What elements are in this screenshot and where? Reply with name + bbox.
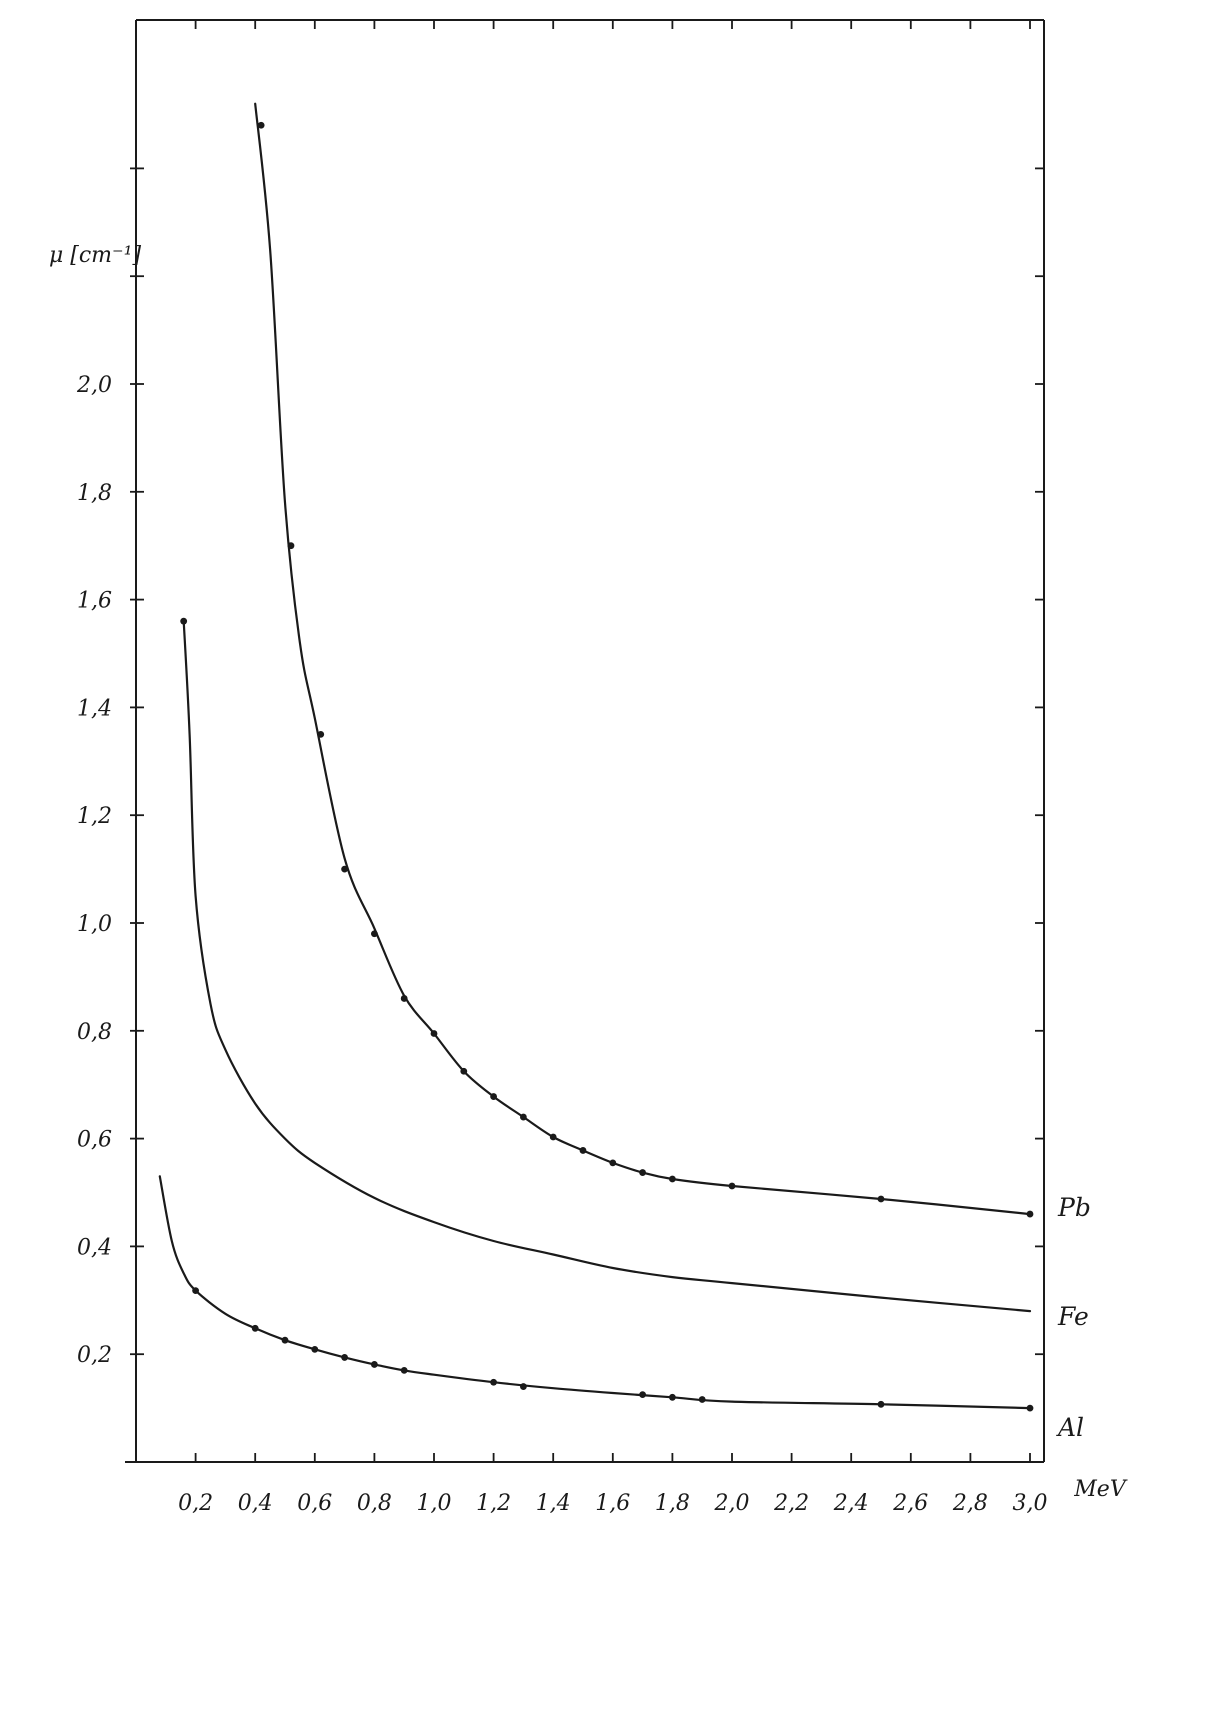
x-tick-label: 3,0 [1013,1491,1048,1516]
x-tick-label: 1,8 [655,1491,690,1516]
y-tick-label: 1,8 [77,481,112,506]
x-tick-label: 0,6 [297,1491,332,1516]
series-line-al [158,1175,1032,1410]
x-tick-label: 1,2 [476,1491,511,1516]
x-tick-label: 0,8 [357,1491,392,1516]
data-point-pb [287,542,295,550]
data-point-al [639,1391,646,1399]
data-point-pb [728,1182,736,1190]
x-tick-label: 2,2 [773,1491,809,1516]
data-point-pb [341,865,348,873]
data-point-pb [639,1169,646,1176]
data-point-al [490,1378,497,1386]
data-point-pb [877,1195,885,1203]
data-point-pb [430,1030,438,1037]
y-tick-label: 0,4 [77,1235,112,1260]
data-point-al [877,1400,885,1408]
data-point-pb [490,1093,497,1100]
data-point-al [698,1396,706,1403]
data-point-pb [609,1159,617,1167]
data-point-al [1026,1404,1034,1412]
y-tick-label: 1,4 [77,696,112,721]
x-tick-labels: 0,2 0,4 0,6 0,8 1,0 1,2 1,4 1,6 1,8 2,0 2,2 2,4 2,6 2… [178,1491,1047,1516]
data-point-al [192,1287,200,1294]
x-tick-label: 2,0 [714,1491,750,1516]
series-points [180,121,1034,1412]
x-tick-label: 1,0 [417,1491,452,1516]
series-curves [158,102,1032,1410]
data-point-pb [549,1133,557,1141]
data-point-al [669,1393,676,1401]
data-point-fe [180,617,188,625]
series-label-pb: Pb [1057,1193,1091,1222]
x-tick-label: 2,8 [952,1491,988,1516]
x-tick-label: 2,6 [892,1491,928,1516]
x-tick-label: 0,4 [238,1491,273,1516]
data-point-pb [1026,1210,1034,1218]
data-point-pb [520,1113,527,1121]
y-tick-label: 2,0 [76,373,112,398]
data-point-al [400,1366,408,1374]
y-tick-label: 1,2 [77,804,112,829]
series-line-pb [254,102,1032,1216]
data-point-pb [579,1147,587,1154]
data-point-pb [460,1067,468,1075]
series-labels: Pb Fe Al [1056,1193,1091,1442]
data-point-pb [317,730,325,738]
series-label-al: Al [1056,1413,1084,1442]
x-tick-label: 1,6 [595,1491,630,1516]
axis-ticks [130,20,1044,1462]
x-tick-label: 0,2 [178,1491,213,1516]
plot-frame [125,19,1045,1463]
data-point-al [281,1336,289,1344]
data-point-pb [400,995,408,1002]
y-tick-label: 1,0 [77,912,112,937]
y-tick-label: 1,6 [77,589,112,614]
data-point-al [520,1383,527,1390]
y-tick-label: 0,2 [77,1343,112,1368]
x-tick-label: 1,4 [536,1491,571,1516]
series-line-fe [182,620,1032,1313]
data-point-al [251,1324,259,1332]
y-tick-label: 0,8 [77,1020,112,1045]
data-point-al [371,1361,378,1368]
data-point-al [341,1354,348,1361]
data-point-pb [257,121,265,129]
y-axis-unit: μ [cm⁻¹] [49,243,141,268]
data-point-pb [371,930,378,938]
x-axis-unit: MeV [1073,1477,1128,1502]
y-tick-labels: 0,2 0,4 0,6 0,8 1,0 1,2 1,4 1,6 1,8 2,0 [76,373,112,1368]
data-point-al [311,1345,319,1353]
series-label-fe: Fe [1057,1302,1089,1331]
x-tick-label: 2,4 [833,1491,869,1516]
y-tick-label: 0,6 [77,1128,112,1153]
data-point-pb [669,1175,676,1183]
